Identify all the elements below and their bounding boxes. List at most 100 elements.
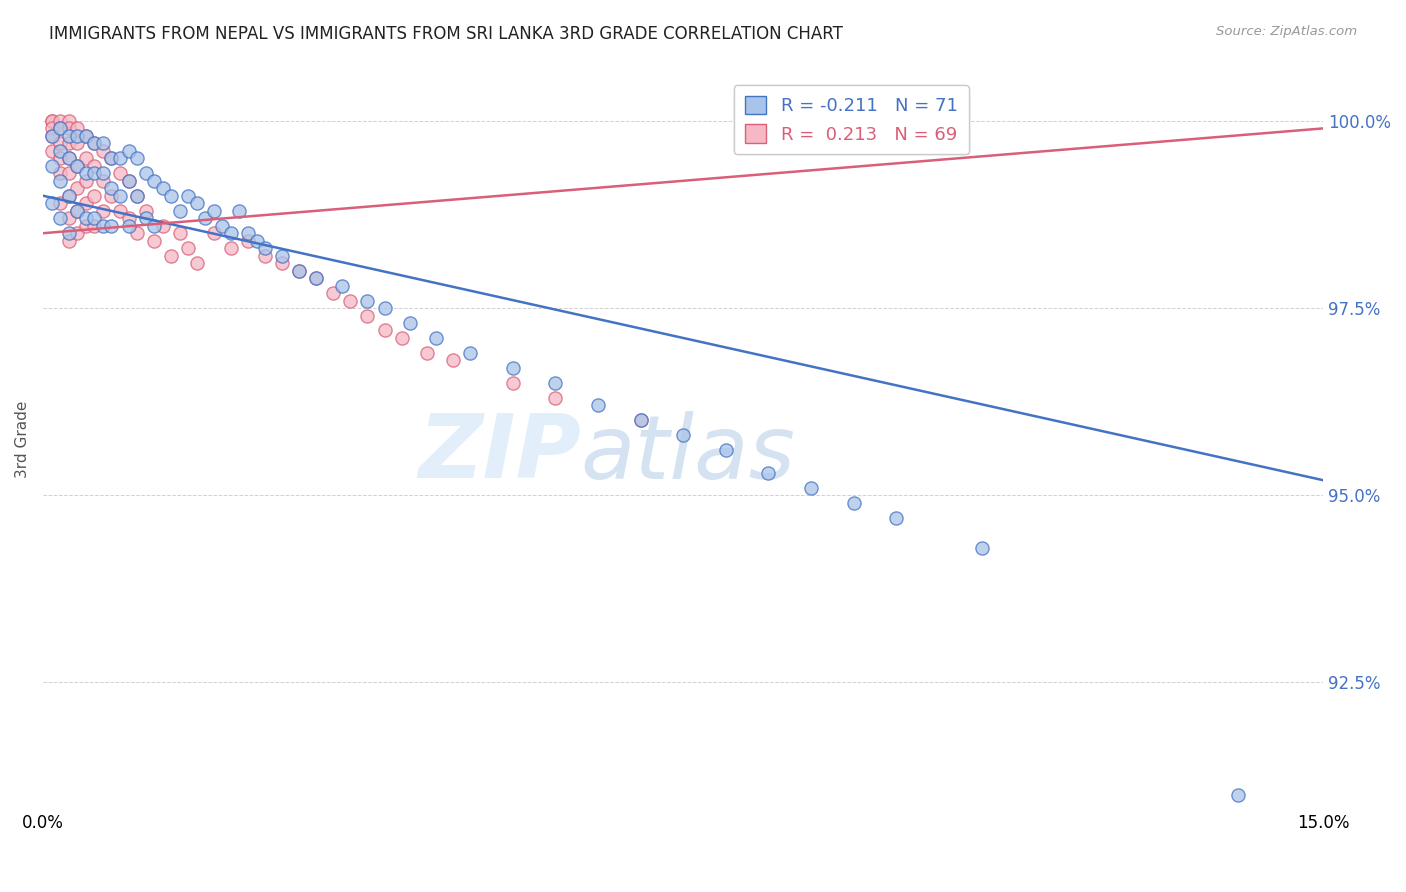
Point (108, 188, 131, 202)
Point (219, 241, 242, 255)
Point (399, 316, 422, 330)
Point (83, 159, 105, 173)
Point (254, 241, 277, 255)
Point (117, 219, 139, 233)
Point (288, 263, 311, 277)
Point (49, 144, 72, 158)
Point (58, 211, 80, 226)
Point (58, 152, 80, 166)
Point (75, 219, 97, 233)
Point (356, 293, 378, 308)
Point (58, 128, 80, 143)
Point (143, 219, 166, 233)
Point (842, 496, 865, 510)
Point (271, 249, 294, 263)
Point (502, 376, 524, 390)
Point (91, 174, 114, 188)
Point (330, 278, 353, 293)
Point (373, 301, 395, 315)
Point (236, 234, 259, 248)
Point (236, 226, 259, 240)
Point (41, 144, 63, 158)
Point (125, 226, 148, 240)
Point (630, 413, 652, 427)
Point (75, 174, 97, 188)
Point (58, 136, 80, 151)
Point (160, 188, 183, 202)
Point (143, 174, 166, 188)
Point (186, 196, 208, 211)
Point (41, 196, 63, 211)
Point (66, 121, 89, 136)
Point (49, 114, 72, 128)
Point (41, 128, 63, 143)
Point (91, 144, 114, 158)
Y-axis label: 3rd Grade: 3rd Grade (15, 401, 30, 478)
Point (758, 466, 780, 480)
Point (125, 188, 148, 202)
Point (41, 114, 63, 128)
Point (83, 136, 105, 151)
Point (886, 510, 908, 524)
Point (83, 166, 105, 180)
Point (58, 114, 80, 128)
Point (49, 166, 72, 180)
Point (108, 152, 131, 166)
Point (228, 203, 250, 218)
Point (100, 219, 122, 233)
Point (202, 203, 225, 218)
Point (202, 226, 225, 240)
Point (49, 196, 72, 211)
Point (58, 121, 80, 136)
Legend: R = -0.211   N = 71, R =  0.213   N = 69: R = -0.211 N = 71, R = 0.213 N = 69 (734, 85, 969, 154)
Point (135, 166, 157, 180)
Point (91, 166, 114, 180)
Point (41, 114, 63, 128)
Point (117, 174, 139, 188)
Point (100, 181, 122, 195)
Point (75, 211, 97, 226)
Point (49, 152, 72, 166)
Point (49, 121, 72, 136)
Point (75, 152, 97, 166)
Point (108, 203, 131, 218)
Point (339, 293, 361, 308)
Point (117, 174, 139, 188)
Point (49, 211, 72, 226)
Point (83, 188, 105, 202)
Point (58, 188, 80, 202)
Point (75, 166, 97, 180)
Text: atlas: atlas (581, 411, 796, 497)
Point (41, 128, 63, 143)
Point (169, 203, 191, 218)
Point (41, 121, 63, 136)
Point (100, 152, 122, 166)
Point (458, 346, 481, 360)
Point (100, 152, 122, 166)
Point (177, 188, 200, 202)
Point (970, 541, 993, 555)
Point (305, 271, 328, 285)
Point (75, 196, 97, 211)
Point (245, 234, 267, 248)
Point (152, 181, 174, 195)
Point (83, 211, 105, 226)
Point (630, 413, 652, 427)
Point (425, 331, 447, 345)
Point (169, 226, 191, 240)
Point (75, 128, 97, 143)
Point (66, 128, 89, 143)
Point (441, 353, 464, 368)
Point (41, 159, 63, 173)
Point (66, 203, 89, 218)
Point (58, 188, 80, 202)
Point (83, 219, 105, 233)
Point (117, 211, 139, 226)
Point (75, 128, 97, 143)
Point (152, 219, 174, 233)
Point (416, 346, 439, 360)
Point (83, 136, 105, 151)
Point (391, 331, 413, 345)
Point (186, 256, 208, 270)
Point (58, 166, 80, 180)
